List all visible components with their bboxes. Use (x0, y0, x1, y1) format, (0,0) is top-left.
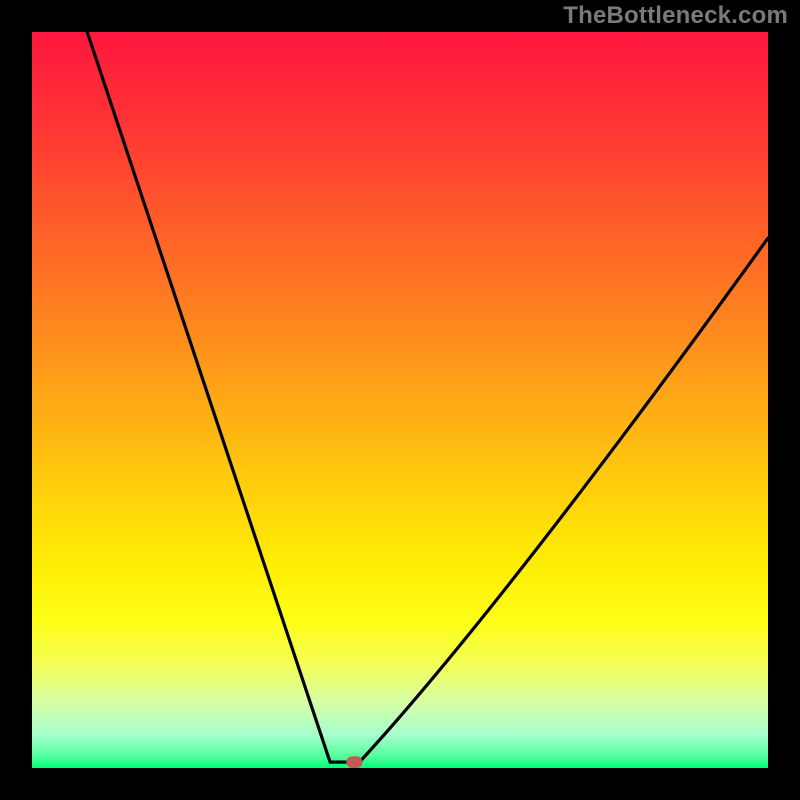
optimal-point-marker (346, 756, 362, 768)
watermark-text: TheBottleneck.com (563, 2, 788, 30)
plot-background-gradient (32, 32, 768, 768)
bottleneck-chart (0, 0, 800, 800)
